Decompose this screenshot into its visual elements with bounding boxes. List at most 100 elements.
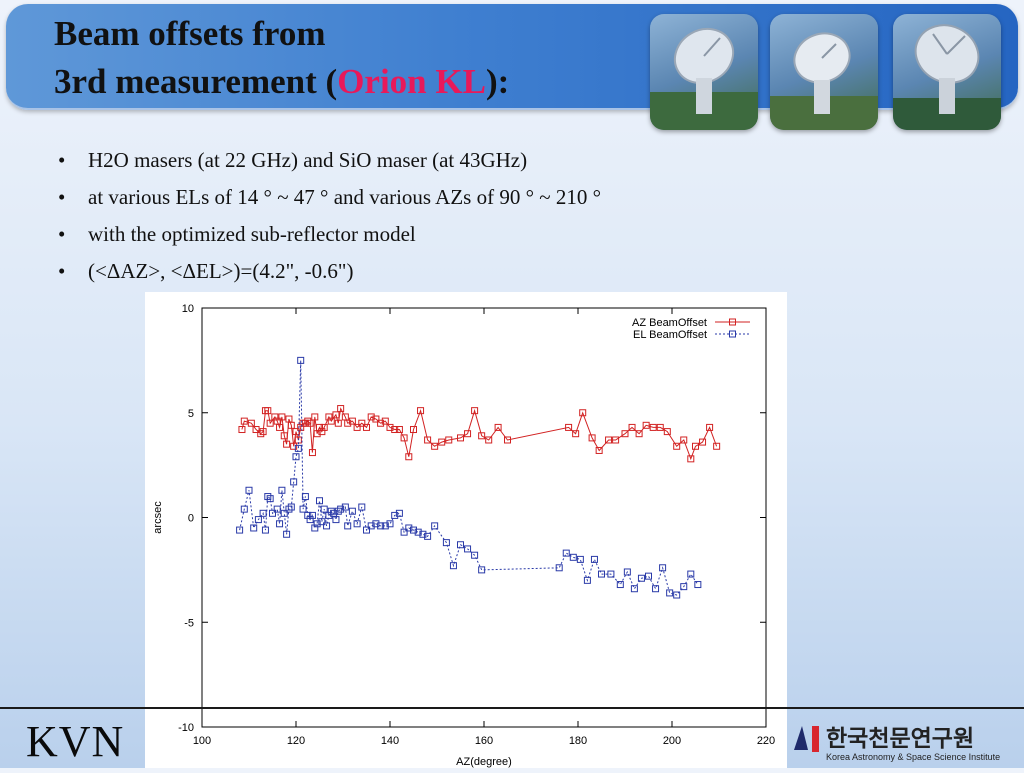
data-point	[325, 511, 333, 519]
legend-label: EL BeamOffset	[633, 329, 707, 341]
data-point	[391, 511, 399, 519]
data-point	[337, 505, 345, 513]
data-point	[694, 581, 702, 589]
title-prefix: 3rd measurement (	[54, 62, 338, 101]
data-point	[635, 430, 643, 438]
data-point	[316, 423, 323, 431]
data-point	[363, 526, 370, 534]
data-point	[261, 526, 269, 534]
data-point	[405, 524, 413, 532]
legend-marker	[729, 318, 736, 326]
data-point	[612, 436, 620, 444]
data-point	[341, 503, 349, 511]
data-point	[325, 413, 333, 421]
data-point	[605, 436, 613, 444]
data-point	[405, 453, 413, 461]
data-point	[266, 419, 274, 427]
data-point	[386, 423, 394, 431]
data-point	[381, 417, 389, 425]
data-point	[645, 572, 652, 580]
data-point	[400, 528, 408, 536]
data-point	[656, 423, 664, 431]
data-point	[308, 511, 316, 519]
data-point	[607, 570, 615, 578]
x-tick-label: 180	[569, 735, 587, 747]
data-point	[332, 411, 340, 419]
data-point	[652, 585, 660, 593]
data-point	[583, 576, 591, 584]
data-point	[699, 438, 707, 446]
data-point	[245, 486, 253, 494]
data-point	[304, 511, 312, 519]
data-point	[431, 522, 439, 530]
plot-frame	[201, 307, 767, 728]
data-point	[400, 434, 408, 442]
data-point	[292, 453, 300, 461]
data-point	[320, 505, 328, 513]
x-tick-label: 120	[287, 735, 305, 747]
data-point	[494, 423, 502, 431]
data-point	[457, 541, 464, 549]
data-point	[250, 524, 258, 532]
data-point	[306, 419, 314, 427]
logo-mark-icon	[794, 726, 808, 750]
data-point	[595, 446, 603, 454]
data-point	[424, 532, 432, 540]
data-point	[572, 430, 580, 438]
x-tick-label: 160	[475, 735, 493, 747]
data-point	[280, 432, 288, 440]
data-point	[579, 409, 587, 417]
data-point	[353, 520, 361, 528]
data-point	[391, 426, 399, 434]
data-point	[666, 589, 674, 597]
chart-svg: 100 120 140 160 180 200 220 -10 -5 0 5 10 AZ(degree)…	[152, 303, 775, 768]
data-point	[410, 426, 417, 434]
data-point	[344, 419, 352, 427]
data-point	[442, 539, 450, 547]
x-axis-label: AZ(degree)	[456, 756, 512, 768]
data-point	[464, 430, 472, 438]
data-point	[565, 423, 573, 431]
data-point	[637, 574, 645, 582]
data-point	[259, 509, 267, 517]
data-point	[438, 438, 446, 446]
data-point	[297, 423, 305, 431]
data-point	[334, 419, 342, 427]
data-point	[257, 430, 265, 438]
data-point	[431, 442, 439, 450]
title-line-1: Beam offsets from	[54, 14, 326, 53]
data-point	[424, 436, 432, 444]
data-point	[616, 581, 624, 589]
telescope-photo-3	[893, 14, 1001, 130]
data-point	[419, 530, 427, 538]
data-point	[598, 570, 605, 578]
data-point	[299, 505, 307, 513]
data-point	[311, 413, 319, 421]
data-point	[334, 507, 342, 515]
data-point	[659, 564, 667, 572]
data-point	[271, 413, 279, 421]
slide-title: Beam offsets from 3rd measurement (Orion…	[54, 10, 509, 106]
data-point	[590, 555, 598, 563]
logo-korean-text: 한국천문연구원	[826, 726, 974, 752]
data-point	[247, 419, 255, 427]
data-point	[240, 417, 248, 425]
data-point	[304, 417, 312, 425]
x-tick-label: 200	[663, 735, 681, 747]
data-point	[287, 421, 295, 429]
data-point	[628, 423, 636, 431]
beam-offset-chart: 100 120 140 160 180 200 220 -10 -5 0 5 10 AZ(degree)…	[145, 292, 787, 768]
data-point	[471, 551, 479, 559]
data-point	[395, 509, 403, 517]
data-point	[278, 486, 286, 494]
bullet-list: H2O masers (at 22 GHz) and SiO maser (at…	[58, 142, 601, 290]
data-point	[673, 442, 681, 450]
data-point	[313, 520, 321, 528]
data-point	[478, 566, 486, 574]
data-point	[457, 434, 464, 442]
data-point	[301, 493, 309, 501]
data-point	[687, 570, 695, 578]
footer-divider	[0, 707, 1024, 709]
data-point	[308, 449, 316, 457]
data-point	[283, 530, 291, 538]
